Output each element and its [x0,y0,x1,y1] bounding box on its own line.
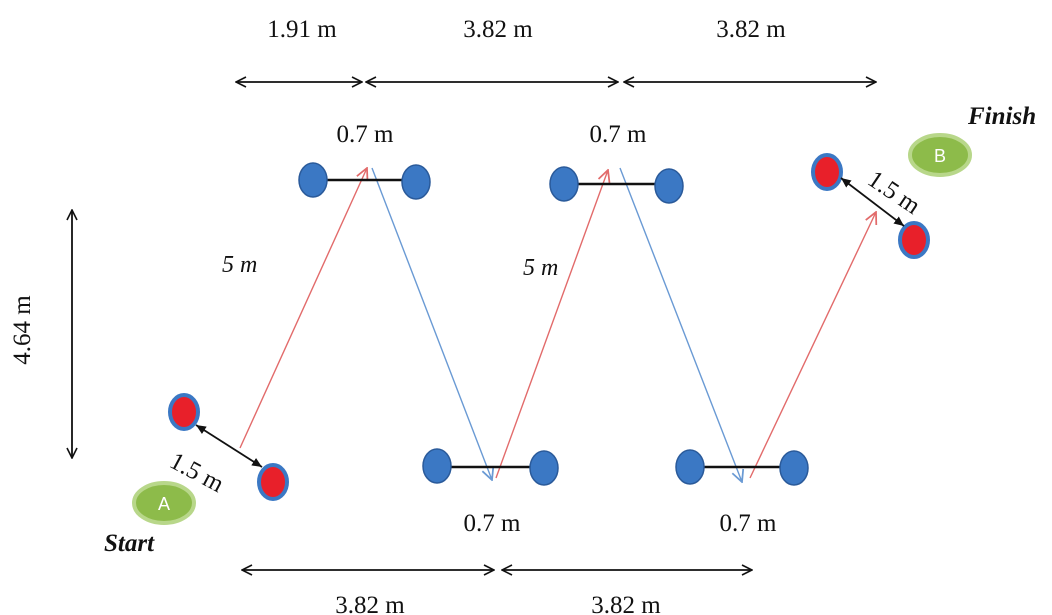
finish-point-marker [908,133,972,177]
diagonal-distance-label-2: 5 m [523,255,558,281]
start-gap-arrow [195,424,263,468]
gate-width-label-bottom-1: 0.7 m [464,510,522,537]
blue-cone [675,449,705,485]
red-cone-finish-2 [898,221,930,259]
path-segment-up-1 [239,168,367,449]
gate-width-label-bottom-2: 0.7 m [720,510,778,537]
path-segment-down-1 [371,167,492,480]
bottom-dimension-label-1: 3.82 m [335,592,405,615]
red-cone-start-2 [257,463,289,501]
red-cone-finish-1 [811,153,843,191]
bottom-dimension-label-2: 3.82 m [591,592,661,615]
top-dimension-label-2: 3.82 m [463,16,533,43]
red-cone-start-1 [168,393,200,431]
top-dimension-label-1: 1.91 m [267,16,337,43]
finish-gap-label: 1.5 m [863,166,926,221]
gate-width-label-top-1: 0.7 m [337,121,395,148]
blue-cone [422,448,452,484]
blue-cone [529,450,559,486]
start-point-marker [132,481,196,525]
blue-cone [549,166,579,202]
path-segment-up-2 [495,170,608,479]
blue-cone [779,450,809,486]
finish-text: Finish [967,103,1036,130]
blue-cone [401,164,431,200]
finish-gap-arrow [840,177,905,227]
start-point-label: A [158,494,170,514]
start-text: Start [104,530,155,557]
height-dimension-label: 4.64 m [9,295,36,365]
top-dimension-label-3: 3.82 m [716,16,786,43]
gate-width-label-top-2: 0.7 m [590,121,648,148]
path-segment-up-3 [749,212,876,479]
finish-point-label: B [934,146,946,166]
path-segment-down-2 [619,167,742,482]
blue-cone [298,162,328,198]
blue-cone [654,168,684,204]
diagonal-distance-label-1: 5 m [222,252,257,278]
